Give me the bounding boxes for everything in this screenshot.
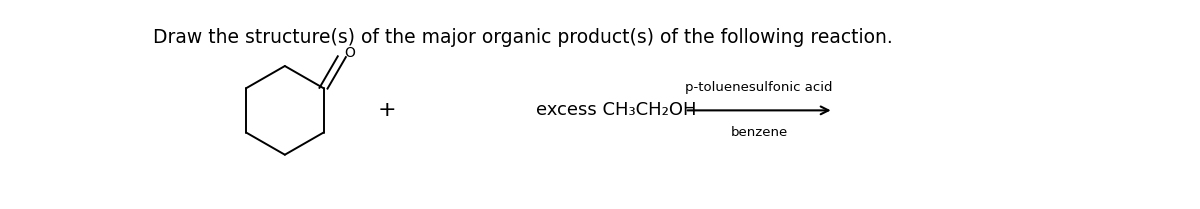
Text: excess CH₃CH₂OH: excess CH₃CH₂OH <box>536 101 696 119</box>
Text: Draw the structure(s) of the major organic product(s) of the following reaction.: Draw the structure(s) of the major organ… <box>152 28 893 47</box>
Text: +: + <box>378 100 396 120</box>
Text: O: O <box>344 46 355 60</box>
Text: p-toluenesulfonic acid: p-toluenesulfonic acid <box>685 81 833 94</box>
Text: benzene: benzene <box>731 126 787 139</box>
